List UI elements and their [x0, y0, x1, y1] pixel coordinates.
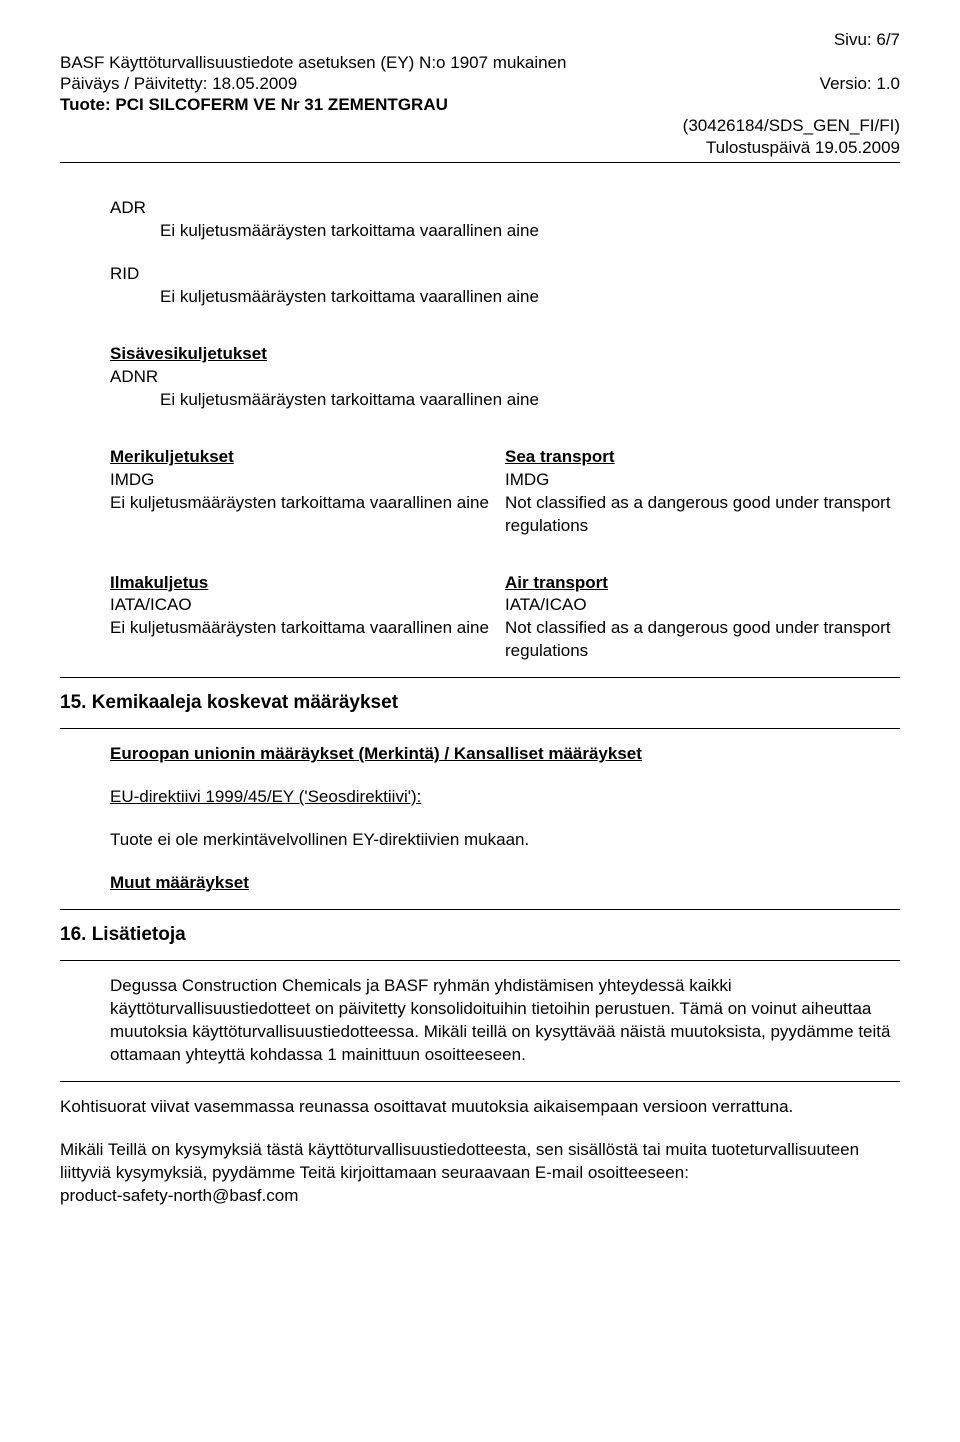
air-left-text: Ei kuljetusmääräysten tarkoittama vaaral… — [110, 618, 489, 637]
divider — [60, 162, 900, 163]
sea-left-code: IMDG — [110, 470, 154, 489]
page: Sivu: 6/7 BASF Käyttöturvallisuustiedote… — [0, 0, 960, 1248]
header-line1: BASF Käyttöturvallisuustiedote asetuksen… — [60, 52, 900, 74]
sea-right: Sea transport IMDG Not classified as a d… — [505, 446, 900, 538]
air-left-title: Ilmakuljetus — [110, 573, 208, 592]
adr-label: ADR — [110, 197, 900, 220]
header-product: Tuote: PCI SILCOFERM VE Nr 31 ZEMENTGRAU — [60, 94, 900, 116]
divider — [60, 728, 900, 729]
eu-directive: EU-direktiivi 1999/45/EY ('Seosdirektiiv… — [110, 787, 421, 806]
header-version: Versio: 1.0 — [820, 74, 900, 94]
adr-text: Ei kuljetusmääräysten tarkoittama vaaral… — [160, 220, 900, 243]
sec16-email: product-safety-north@basf.com — [60, 1185, 900, 1208]
sea-right-title: Sea transport — [505, 447, 615, 466]
rid-text: Ei kuljetusmääräysten tarkoittama vaaral… — [160, 286, 900, 309]
air-right-title: Air transport — [505, 573, 608, 592]
divider — [60, 909, 900, 910]
air-left: Ilmakuljetus IATA/ICAO Ei kuljetusmääräy… — [110, 572, 505, 664]
air-left-code: IATA/ICAO — [110, 595, 192, 614]
sec16-p1: Degussa Construction Chemicals ja BASF r… — [110, 975, 900, 1067]
divider — [60, 1081, 900, 1082]
sea-left-text: Ei kuljetusmääräysten tarkoittama vaaral… — [110, 493, 489, 512]
section-15-title: 15. Kemikaaleja koskevat määräykset — [60, 692, 900, 714]
eu-reg-title: Euroopan unionin määräykset (Merkintä) /… — [110, 744, 642, 763]
header-printdate: Tulostuspäivä 19.05.2009 — [60, 138, 900, 158]
sec16-p2: Kohtisuorat viivat vasemmassa reunassa o… — [60, 1096, 900, 1119]
section-16-title: 16. Lisätietoja — [60, 924, 900, 946]
page-number: Sivu: 6/7 — [60, 30, 900, 50]
divider — [60, 960, 900, 961]
air-right: Air transport IATA/ICAO Not classified a… — [505, 572, 900, 664]
air-right-text: Not classified as a dangerous good under… — [505, 618, 891, 660]
adnr-text: Ei kuljetusmääräysten tarkoittama vaaral… — [160, 389, 900, 412]
sec16-p3: Mikäli Teillä on kysymyksiä tästä käyttö… — [60, 1139, 900, 1185]
sea-right-text: Not classified as a dangerous good under… — [505, 493, 891, 535]
inland-title: Sisävesikuljetukset — [110, 344, 267, 363]
header-date: Päiväys / Päivitetty: 18.05.2009 — [60, 74, 297, 94]
rid-label: RID — [110, 263, 900, 286]
sea-right-code: IMDG — [505, 470, 549, 489]
sea-left-title: Merikuljetukset — [110, 447, 234, 466]
sea-left: Merikuljetukset IMDG Ei kuljetusmääräyst… — [110, 446, 505, 538]
divider — [60, 677, 900, 678]
adnr-label: ADNR — [110, 366, 900, 389]
header-docid: (30426184/SDS_GEN_FI/FI) — [60, 116, 900, 136]
not-labelled: Tuote ei ole merkintävelvollinen EY-dire… — [110, 829, 900, 852]
air-right-code: IATA/ICAO — [505, 595, 587, 614]
other-regs: Muut määräykset — [110, 873, 249, 892]
